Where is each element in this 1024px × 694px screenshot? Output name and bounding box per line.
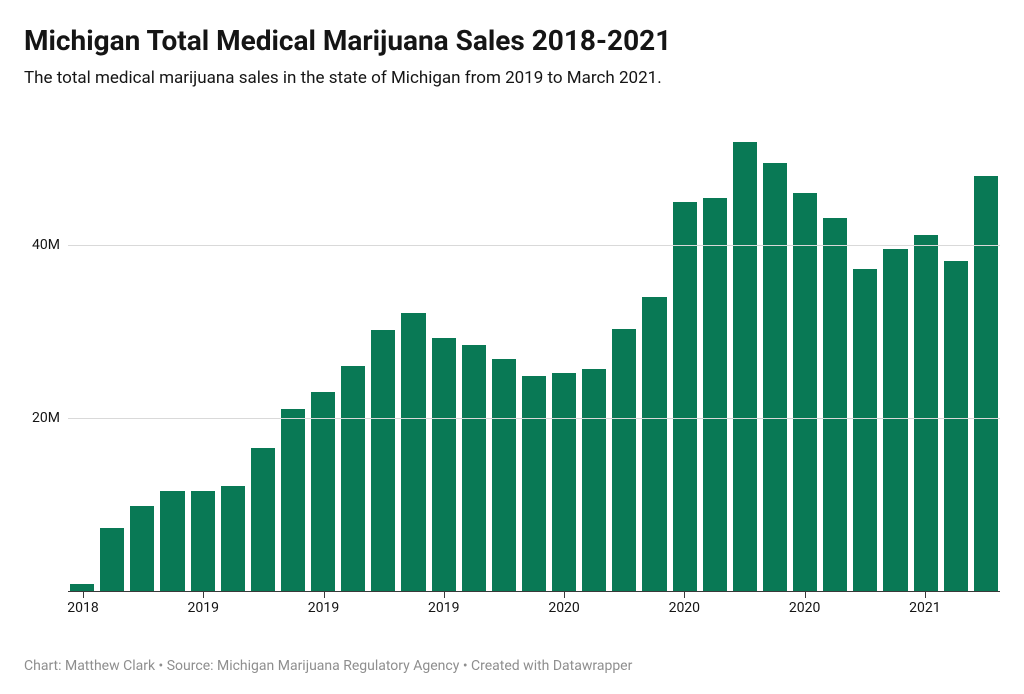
bar [733, 142, 757, 591]
bar [251, 448, 275, 591]
x-axis-label: 2021 [909, 600, 940, 616]
bar [130, 506, 154, 591]
chart-subtitle: The total medical marijuana sales in the… [24, 68, 1000, 88]
x-axis: 2018 2019 2019 2019 2020 2020 2020 2021 [68, 592, 1000, 630]
bar-series [68, 116, 1000, 591]
bar [612, 329, 636, 591]
bar [883, 249, 907, 590]
bar [914, 235, 938, 591]
chart-container: Michigan Total Medical Marijuana Sales 2… [0, 0, 1024, 694]
x-tick [925, 592, 926, 598]
y-axis-label: 40M [32, 237, 60, 253]
chart-area: 20M40M 20182019201920192020202020202021 [24, 116, 1000, 630]
bar [582, 369, 606, 591]
bar [673, 202, 697, 591]
bar [191, 491, 215, 590]
bar [160, 491, 184, 590]
x-axis-label: 2018 [67, 600, 98, 616]
bar [974, 176, 998, 591]
bar [432, 338, 456, 590]
bar [341, 366, 365, 591]
x-axis-label: 2019 [188, 600, 219, 616]
bar [823, 218, 847, 591]
x-axis-label: 2020 [548, 600, 579, 616]
x-tick [444, 592, 445, 598]
plot-region: 20M40M [68, 116, 1000, 592]
x-axis-label: 2019 [308, 600, 339, 616]
bar [221, 486, 245, 591]
x-tick [564, 592, 565, 598]
bar [552, 373, 576, 591]
x-axis-label: 2019 [428, 600, 459, 616]
bar [100, 528, 124, 590]
x-axis-label: 2020 [669, 600, 700, 616]
bar [492, 359, 516, 590]
gridline [68, 418, 1000, 419]
bar [853, 269, 877, 590]
x-tick [805, 592, 806, 598]
bar [703, 198, 727, 591]
chart-footer: Chart: Matthew Clark • Source: Michigan … [24, 658, 632, 674]
bar [763, 163, 787, 591]
bar [522, 376, 546, 590]
bar [793, 193, 817, 590]
x-axis-label: 2020 [789, 600, 820, 616]
bar [401, 313, 425, 591]
gridline [68, 245, 1000, 246]
x-tick [324, 592, 325, 598]
bar [944, 261, 968, 591]
x-tick [684, 592, 685, 598]
bar [70, 584, 94, 591]
chart-title: Michigan Total Medical Marijuana Sales 2… [24, 24, 1000, 58]
y-axis-label: 20M [32, 410, 60, 426]
bar [642, 297, 666, 591]
bar [462, 345, 486, 590]
bar [371, 330, 395, 591]
bar [311, 392, 335, 591]
bar [281, 409, 305, 590]
x-tick [83, 592, 84, 598]
x-tick [203, 592, 204, 598]
